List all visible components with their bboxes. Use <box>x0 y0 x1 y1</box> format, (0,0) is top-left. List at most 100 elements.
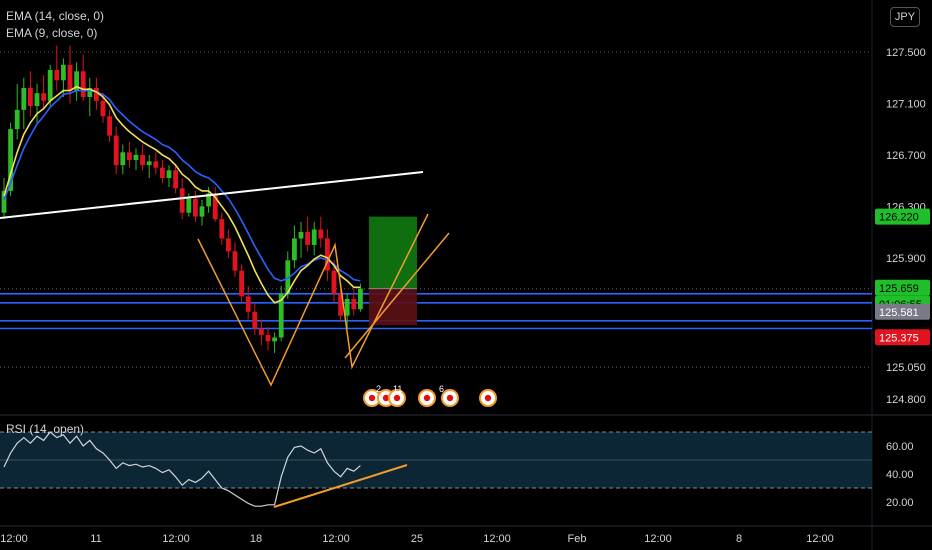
candle-body <box>100 100 106 117</box>
candle-body <box>146 161 152 166</box>
double-bottom-pattern <box>197 213 450 387</box>
resistance-trendline <box>0 171 424 219</box>
event-marker <box>441 389 459 407</box>
candle-body <box>160 167 165 179</box>
candle <box>325 229 330 281</box>
rsi-legend[interactable]: RSI (14, open) <box>6 422 85 436</box>
price-label-text: 125.581 <box>879 307 919 319</box>
rsi-tick-label: 60.00 <box>886 441 914 453</box>
candle-body <box>358 288 363 310</box>
price-label-current: 125.581 <box>875 303 930 320</box>
event-count: 11 <box>393 384 402 394</box>
candle <box>67 45 73 104</box>
support-lines <box>0 292 872 330</box>
y-tick-label: 125.050 <box>886 362 926 374</box>
currency-button[interactable]: JPY <box>890 7 920 27</box>
candle <box>245 286 251 320</box>
event-count: 2 <box>376 384 381 394</box>
candle-body <box>8 129 13 191</box>
candle-body <box>239 270 244 297</box>
rsi-tick-label: 40.00 <box>886 469 914 481</box>
candle-body <box>325 238 330 271</box>
y-tick-label: 125.900 <box>886 253 926 265</box>
event-dot <box>423 394 431 402</box>
candle-body <box>199 206 205 217</box>
candle <box>47 64 53 107</box>
x-tick-label: 12:00 <box>806 533 834 545</box>
candle-body <box>61 64 66 81</box>
price-label-text: 126.220 <box>879 212 919 224</box>
pattern-channel <box>344 232 450 359</box>
candle <box>153 152 159 175</box>
candle-body <box>1 190 7 213</box>
x-tick-label: 18 <box>250 533 262 545</box>
candle <box>318 216 324 248</box>
x-tick-label: 12:00 <box>483 533 511 545</box>
candle-body <box>232 251 238 271</box>
price-label-bg <box>875 208 930 225</box>
event-dot <box>484 394 492 402</box>
event-count: 6 <box>439 384 444 394</box>
candle-body <box>305 232 310 245</box>
candle <box>265 327 271 351</box>
candle-body <box>278 293 284 338</box>
event-markers: 2 11 6 <box>363 384 497 407</box>
candle-body <box>107 116 112 136</box>
candle <box>127 142 132 168</box>
candle-body <box>259 328 264 335</box>
candle <box>344 293 350 329</box>
rsi-divergence-line <box>273 464 408 508</box>
candle-body <box>127 152 132 161</box>
candle-body <box>292 238 297 261</box>
candle-body <box>133 154 139 161</box>
candle-body <box>87 88 93 98</box>
position-zones <box>369 216 417 326</box>
x-tick-label: 11 <box>90 533 101 545</box>
candle <box>232 242 238 278</box>
candle-body <box>265 334 271 342</box>
candle-body <box>140 154 145 166</box>
candle <box>113 126 119 175</box>
y-tick-label: 127.100 <box>886 98 926 110</box>
candle-body <box>113 135 119 166</box>
candle <box>193 190 198 222</box>
x-tick-label: Feb <box>568 533 587 545</box>
candle-body <box>331 270 337 294</box>
candle-body <box>344 298 350 316</box>
candle <box>212 187 218 222</box>
event-marker <box>479 389 497 407</box>
target-zone <box>369 216 417 289</box>
candle <box>21 77 27 130</box>
candle <box>252 302 258 335</box>
candle-body <box>272 337 277 342</box>
price-label-target: 126.220 <box>875 208 930 225</box>
candle-body <box>318 229 324 239</box>
event-dot <box>446 394 454 402</box>
ema9-legend[interactable]: EMA (9, close, 0) <box>6 26 98 40</box>
rsi-tick-label: 20.00 <box>886 497 914 509</box>
price-gridlines <box>0 51 872 368</box>
rsi-y-axis: 60.00 40.00 20.00 <box>886 441 914 509</box>
x-tick-label: 12:00 <box>322 533 350 545</box>
price-label-last: 125.659 <box>875 279 930 296</box>
candle <box>133 148 139 171</box>
event-dot <box>393 394 401 402</box>
price-label-text: 125.375 <box>879 332 919 344</box>
price-label-bg <box>875 329 930 346</box>
candle <box>107 109 112 143</box>
x-axis: 12:00 11 12:00 18 12:00 25 12:00 Feb 12:00 8 12:00 <box>0 533 834 545</box>
candle <box>14 84 20 140</box>
candle-body <box>206 193 211 207</box>
ema14-legend[interactable]: EMA (14, close, 0) <box>6 9 105 23</box>
event-dot <box>368 394 376 402</box>
y-tick-label: 124.800 <box>886 394 926 406</box>
candle <box>74 62 79 101</box>
candle-body <box>41 93 46 101</box>
candle <box>219 212 225 245</box>
candle <box>166 165 172 188</box>
x-tick-label: 25 <box>411 533 423 545</box>
candle <box>259 319 264 346</box>
candle-body <box>67 64 73 91</box>
price-label-bg <box>875 279 930 296</box>
